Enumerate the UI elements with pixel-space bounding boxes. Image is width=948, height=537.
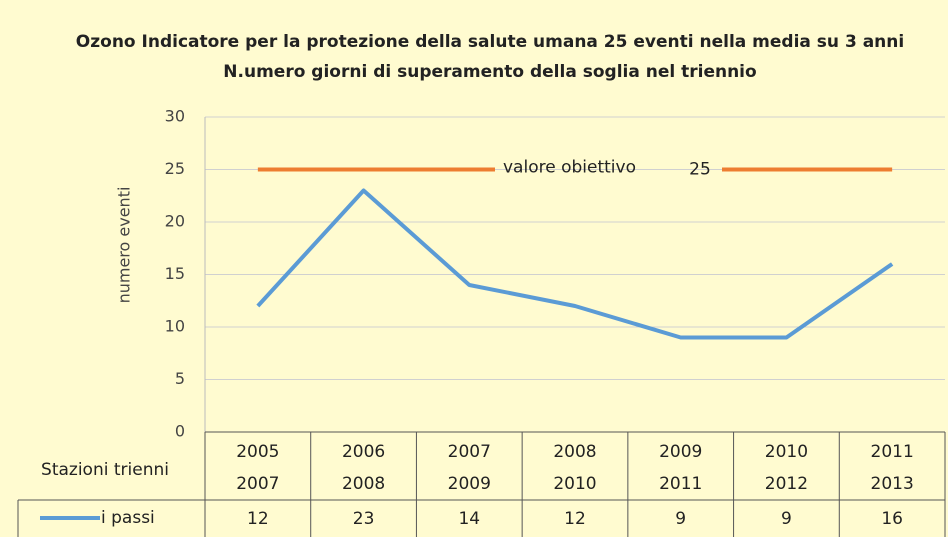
x-tick-label: 2010 [553, 474, 596, 494]
reference-label: valore obiettivo [503, 158, 636, 178]
y-tick-label: 30 [165, 107, 185, 126]
series-line [256, 188, 894, 340]
y-tick-label: 10 [165, 317, 185, 336]
x-tick-label: 2013 [871, 474, 914, 494]
x-tick-label: 2008 [342, 474, 385, 494]
x-tick-label: 2009 [448, 474, 491, 494]
y-tick-label: 5 [175, 369, 185, 388]
y-axis-label: numero eventi [115, 187, 134, 304]
x-tick-label: 2011 [659, 474, 702, 494]
chart-subtitle: N.umero giorni di superamento della sogl… [223, 62, 756, 82]
x-tick-label: 2011 [871, 442, 914, 462]
x-tick-label: 2007 [236, 474, 279, 494]
x-tick-label: 2012 [765, 474, 808, 494]
table-value: 12 [564, 509, 586, 529]
table-value: 16 [881, 509, 903, 529]
x-tick-label: 2006 [342, 442, 385, 462]
x-tick-label: 2007 [448, 442, 491, 462]
y-tick-label: 15 [165, 264, 185, 283]
table-value: 23 [353, 509, 375, 529]
x-tick-label: 2009 [659, 442, 702, 462]
reference-value: 25 [689, 160, 711, 180]
table-value: 14 [458, 509, 480, 529]
x-tick-label: 2008 [553, 442, 596, 462]
table-value: 9 [781, 509, 792, 529]
table-value: 9 [675, 509, 686, 529]
y-tick-label: 20 [165, 212, 185, 231]
y-tick-label: 0 [175, 422, 185, 441]
chart-title: Ozono Indicatore per la protezione della… [76, 32, 904, 52]
legend-label: i passi [101, 508, 155, 528]
y-tick-label: 25 [165, 159, 185, 178]
x-tick-label: 2010 [765, 442, 808, 462]
x-tick-label: 2005 [236, 442, 279, 462]
table-label: Stazioni trienni [41, 460, 169, 480]
table-value: 12 [247, 509, 269, 529]
